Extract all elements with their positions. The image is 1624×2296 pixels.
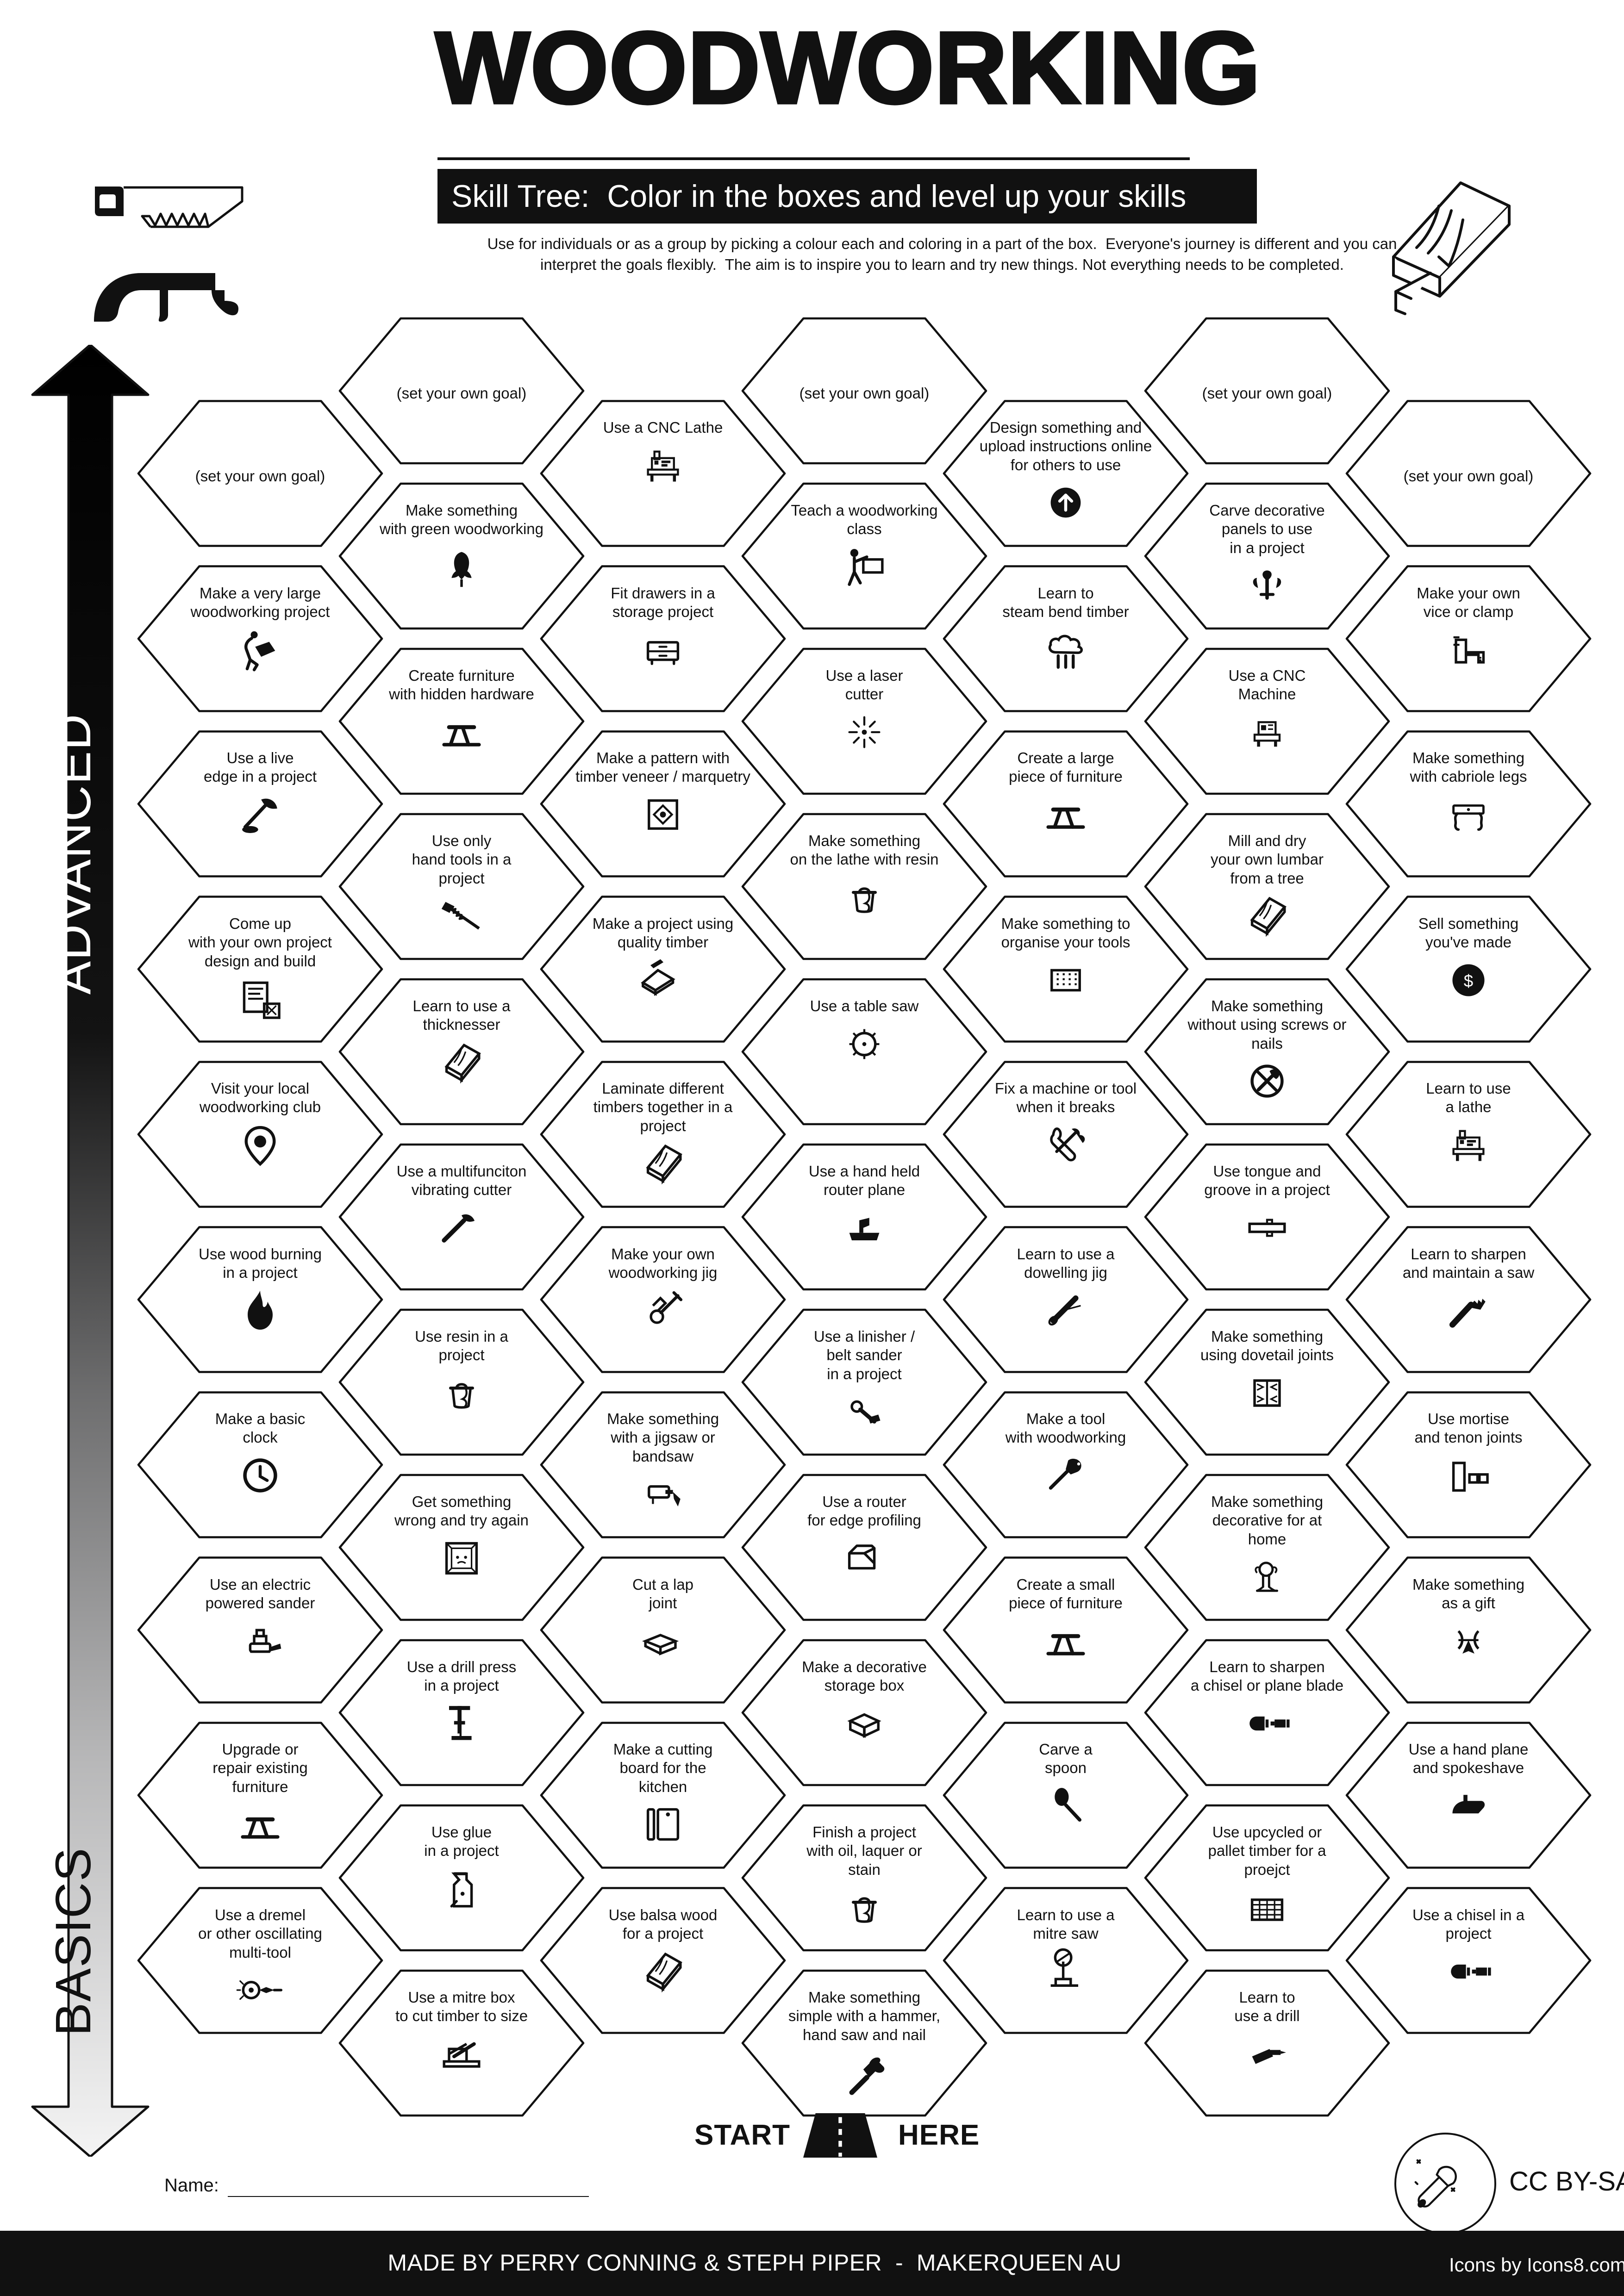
- svg-text:$: $: [1464, 971, 1473, 990]
